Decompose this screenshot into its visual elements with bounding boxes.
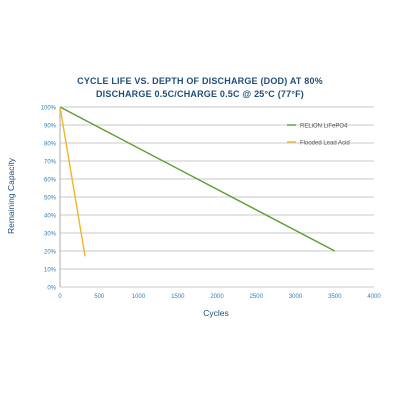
y-tick-label: 30%: [44, 232, 57, 238]
y-tick-label: 20%: [44, 250, 57, 256]
x-tick-labels: 0 500 1000 1500 2000 2500 3000 3500 4000: [58, 294, 381, 300]
y-tick-label: 90%: [44, 124, 57, 130]
grid-lines: [59, 106, 374, 288]
x-tick-label: 0: [58, 294, 62, 300]
y-tick-label: 40%: [44, 214, 57, 220]
x-tick-label: 4000: [367, 294, 381, 300]
y-tick-label: 70%: [44, 160, 57, 166]
y-tick-label: 50%: [44, 196, 57, 202]
x-axis-label: Cycles: [203, 308, 229, 318]
y-tick-label: 100%: [41, 106, 57, 112]
legend-label: RELiON LiFePO4: [300, 124, 348, 130]
chart-title-line-1: CYCLE LIFE VS. DEPTH OF DISCHARGE (DOD) …: [77, 76, 323, 86]
series-line: [59, 106, 86, 257]
series-line: [59, 106, 336, 252]
y-tick-label: 60%: [44, 178, 57, 184]
y-tick-label: 0%: [47, 286, 56, 292]
legend: RELiON LiFePO4 Flooded Lead Acid: [287, 124, 350, 147]
x-tick-label: 1000: [132, 294, 146, 300]
y-tick-label: 80%: [44, 142, 57, 148]
x-tick-label: 3000: [289, 294, 303, 300]
series-lines: [59, 106, 336, 257]
x-tick-label: 3500: [328, 294, 342, 300]
x-tick-label: 500: [94, 294, 105, 300]
chart-title-line-2: DISCHARGE 0.5C/CHARGE 0.5C @ 25°C (77°F): [95, 89, 305, 99]
x-tick-label: 1500: [171, 294, 185, 300]
x-tick-label: 2000: [210, 294, 224, 300]
y-axis-label: Remaining Capacity: [6, 157, 16, 235]
x-tick-label: 2500: [250, 294, 264, 300]
y-tick-label: 10%: [44, 268, 57, 274]
legend-label: Flooded Lead Acid: [300, 141, 350, 147]
y-tick-labels: 0% 10% 20% 30% 40% 50% 60% 70% 80% 90% 100%: [41, 106, 57, 292]
